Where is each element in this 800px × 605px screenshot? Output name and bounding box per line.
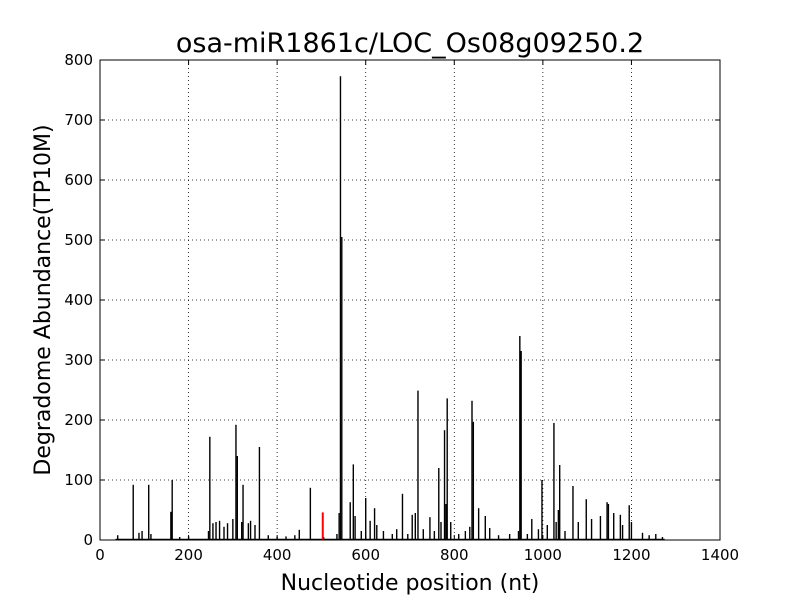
bar-layer [115, 76, 665, 540]
y-tick-label: 300 [64, 351, 93, 369]
x-tick-label: 800 [440, 546, 469, 564]
y-tick-label: 500 [64, 231, 93, 249]
grid-layer [100, 60, 720, 540]
x-tick-label: 600 [351, 546, 380, 564]
y-tick-label: 400 [64, 291, 93, 309]
x-axis-label: Nucleotide position (nt) [281, 571, 540, 596]
y-tick-label: 600 [64, 171, 93, 189]
y-axis-label: Degradome Abundance(TP10M) [31, 124, 56, 475]
x-tick-label: 1000 [524, 546, 562, 564]
y-tick-label: 800 [64, 51, 93, 69]
x-tick-label: 1200 [612, 546, 650, 564]
x-tick-label: 1400 [701, 546, 739, 564]
x-tick-label: 0 [95, 546, 105, 564]
y-tick-label: 700 [64, 111, 93, 129]
x-tick-label: 400 [263, 546, 292, 564]
y-tick-label: 200 [64, 411, 93, 429]
x-tick-label: 200 [174, 546, 203, 564]
tick-layer: 0 200 400 600 800 1000 1200 1400 0 100 200 300 400 50… [64, 51, 739, 564]
chart-title: osa-miR1861c/LOC_Os08g09250.2 [176, 28, 644, 59]
y-tick-label: 0 [83, 531, 93, 549]
y-tick-label: 100 [64, 471, 93, 489]
